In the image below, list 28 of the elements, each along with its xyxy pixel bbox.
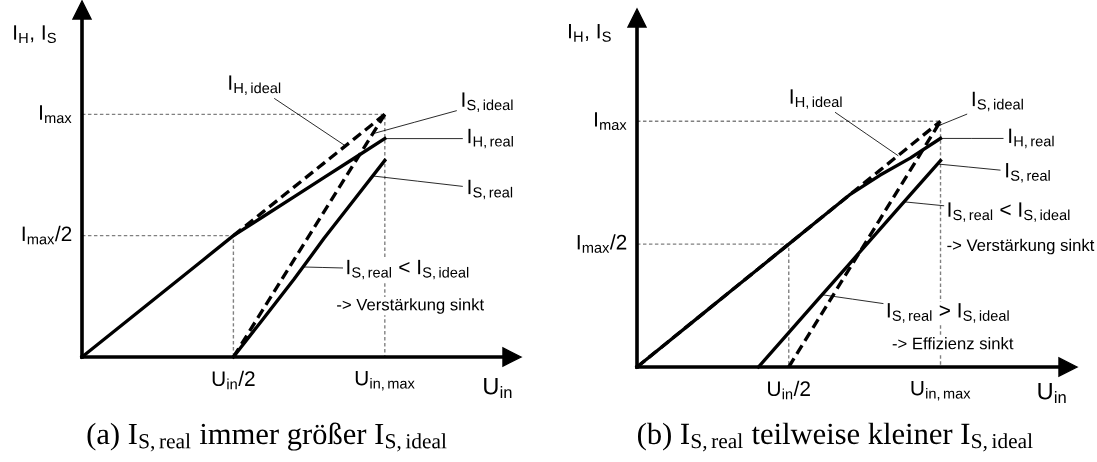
y-axis-title: I$_{H}$, I$_{S}$ <box>569 24 611 42</box>
text: -> Verstärkung sinkt <box>947 238 1095 255</box>
legend-label: I$_{S,real}$ <box>1006 163 1050 183</box>
legend-label: I$_{S,real}$ <box>468 179 513 200</box>
y-axis-title: I$_{H}$, I$_{S}$ <box>14 25 56 44</box>
x-tick-label: U$_{in,max}$ <box>911 380 971 401</box>
text: (a) I$_{S,real}$ immer größer I$_{S,ideal}$ <box>87 422 447 452</box>
x-axis-title: U$_{in}$ <box>484 378 512 399</box>
series-label: I$_{S,ideal}$ <box>972 91 1023 112</box>
x-axis-title: U$_{in}$ <box>1038 382 1066 403</box>
annotation: -> Effizienz sinkt <box>892 337 1014 350</box>
x-tick-label: U$_{in,max}$ <box>355 370 415 391</box>
annotation: I$_{S,real}$ > I$_{S,ideal}$ <box>887 303 1009 323</box>
x-tick-label: U$_{in}$/2 <box>212 370 255 390</box>
text: (b) I$_{S,real}$ teilweise kleiner I$_{S,ideal}$ <box>637 422 1033 452</box>
text: I$_{H,ideal}$ <box>790 89 842 109</box>
ref-line-label: I$_{max}$ <box>40 105 72 124</box>
ref-line-label: I$_{max}$ <box>595 112 627 131</box>
ref-line-label: I$_{max}$/2 <box>577 234 627 253</box>
text: I$_{S,ideal}$ <box>462 92 513 112</box>
legend-label: I$_{H,real}$ <box>1009 128 1054 149</box>
x-tick-label: U$_{in}$/2 <box>768 380 810 400</box>
ref-line-label: I$_{max}$/2 <box>22 225 72 245</box>
legend-label: I$_{H,real}$ <box>468 128 513 149</box>
annotation: -> Verstärkung sinkt <box>337 298 484 314</box>
text: I$_{H,ideal}$ <box>229 75 281 95</box>
text: I$_{S,real}$ < I$_{S,ideal}$ <box>948 202 1070 222</box>
annotation: I$_{S,real}$ < I$_{S,ideal}$ <box>347 259 469 280</box>
